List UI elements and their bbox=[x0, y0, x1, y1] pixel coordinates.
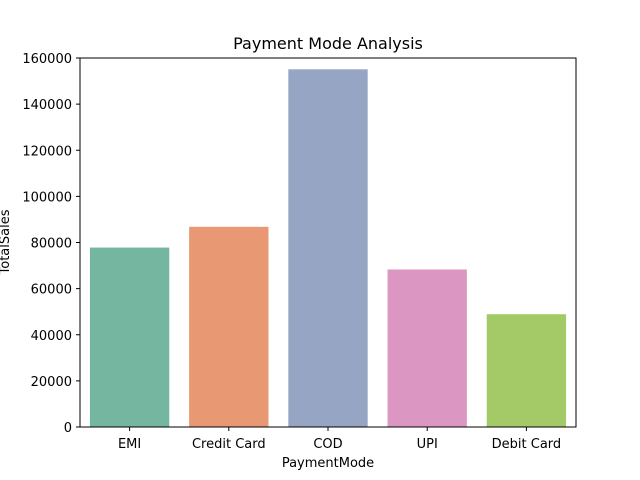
bar-credit-card bbox=[189, 226, 269, 427]
x-ticks-group: EMI Credit Card COD UPI Debit Card bbox=[118, 427, 561, 452]
plot-frame bbox=[79, 57, 577, 428]
y-tick-label: 120000 bbox=[22, 144, 72, 159]
y-tick-label: 60000 bbox=[31, 283, 72, 298]
y-tick-label: 140000 bbox=[22, 98, 72, 113]
bar-debit-card bbox=[486, 314, 567, 427]
y-tick-label: 160000 bbox=[22, 52, 72, 67]
y-tick-label: 40000 bbox=[31, 329, 72, 344]
bars-group bbox=[89, 69, 567, 427]
x-axis-label: PaymentMode bbox=[282, 456, 374, 471]
x-tick-label: Credit Card bbox=[192, 437, 266, 452]
x-tick-label: COD bbox=[313, 437, 342, 452]
bar-upi bbox=[387, 269, 467, 427]
y-ticks-group: 0 20000 40000 60000 80000 100000 120000 140000 1… bbox=[22, 52, 80, 436]
y-tick-label: 100000 bbox=[22, 190, 72, 205]
y-tick-label: 0 bbox=[64, 421, 72, 436]
y-axis-label: TotalSales bbox=[0, 209, 13, 275]
y-tick-label: 20000 bbox=[31, 375, 72, 390]
bar-emi bbox=[89, 247, 170, 427]
x-tick-label: UPI bbox=[417, 437, 438, 452]
x-tick-label: EMI bbox=[118, 437, 141, 452]
chart-title: Payment Mode Analysis bbox=[233, 34, 423, 53]
y-tick-label: 80000 bbox=[31, 237, 72, 252]
x-tick-label: Debit Card bbox=[492, 437, 562, 452]
bar-cod bbox=[288, 69, 368, 427]
